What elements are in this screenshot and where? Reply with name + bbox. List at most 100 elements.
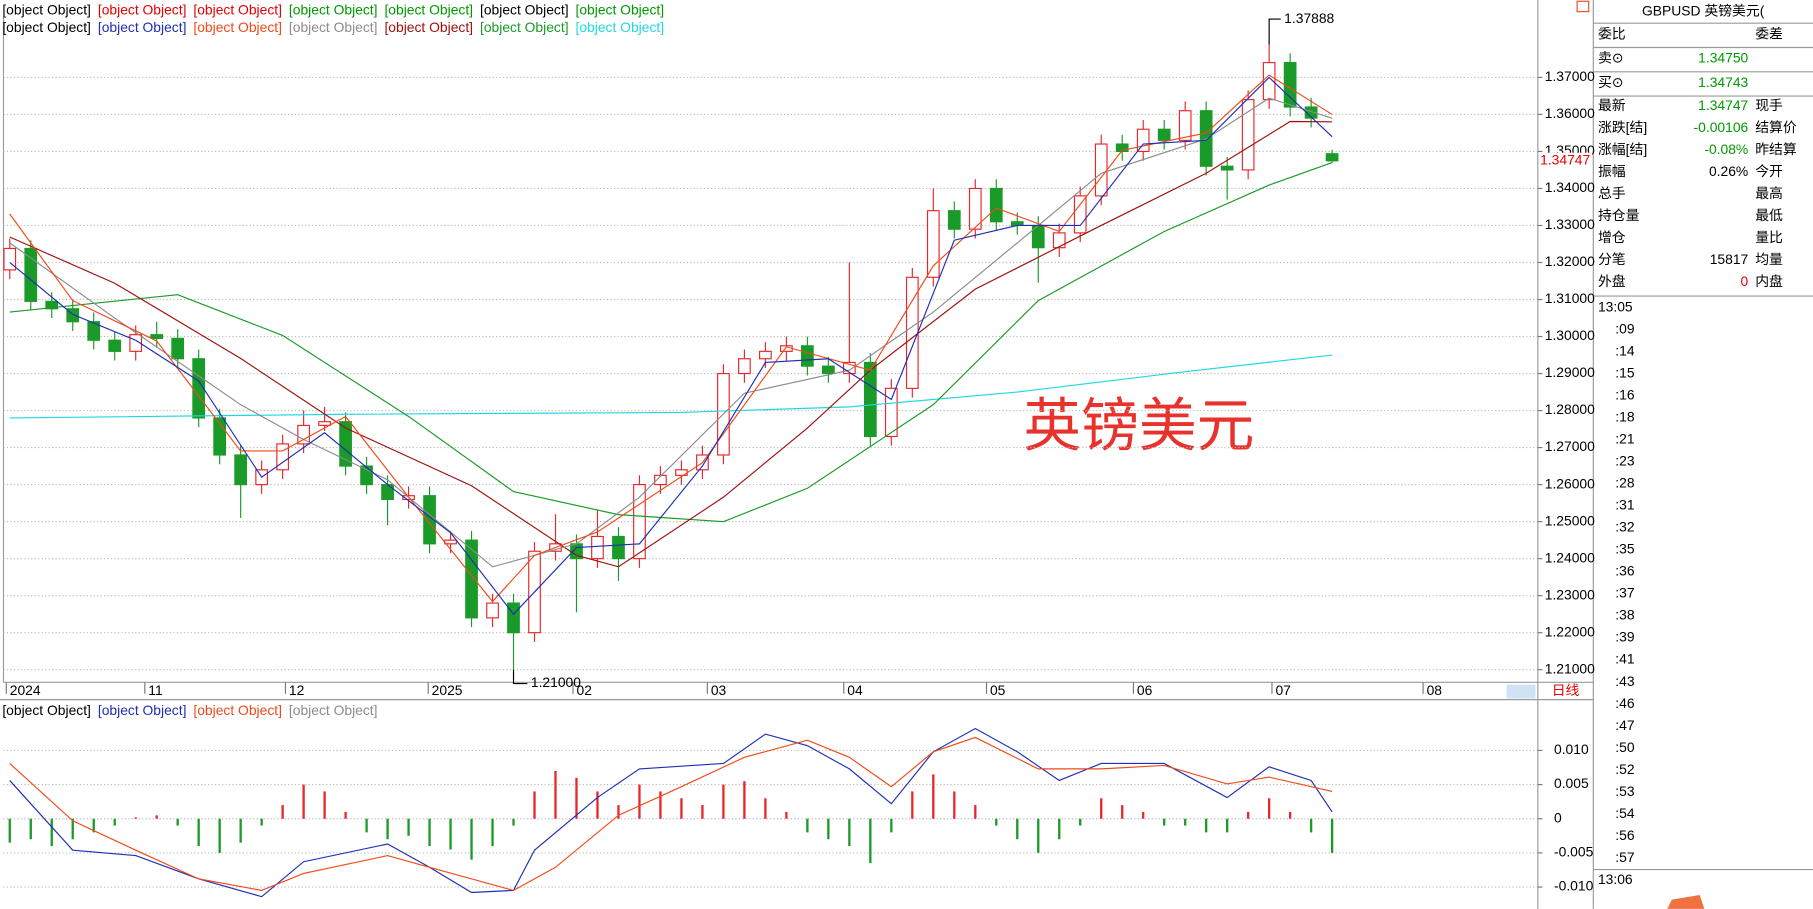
quote-value: 1.34743 (1698, 74, 1748, 90)
candle-body (297, 424, 310, 445)
candle-body (1157, 128, 1171, 141)
row-label: 结算价 (1755, 119, 1797, 135)
candle-body (1304, 106, 1318, 119)
row-label: 最高 (1755, 185, 1783, 201)
candle-body (1052, 232, 1066, 249)
panel-head: 委差 (1755, 25, 1783, 41)
row-label: 现手 (1755, 97, 1783, 113)
info-bar-item: [object Object] (480, 1, 569, 17)
candle-body (486, 602, 499, 619)
candle-body (1178, 110, 1192, 141)
x-tick-label: 04 (847, 682, 863, 698)
y-tick-label: 1.33000 (1545, 216, 1595, 232)
tick-time: :15 (1615, 364, 1635, 380)
indicator-line (9, 736, 1333, 892)
candle-body (339, 421, 352, 467)
info-bar-item: [object Object] (193, 1, 282, 17)
info-bar-item: [object Object] (289, 1, 378, 17)
ma-legend-item: [object Object] (193, 19, 282, 35)
row-label: 均量 (1755, 251, 1783, 267)
candle-body (1325, 153, 1339, 162)
tick-time: :14 (1615, 342, 1635, 358)
indicator-line (9, 354, 1333, 419)
y-tick-label: 1.27000 (1545, 438, 1595, 454)
x-tick-label: 08 (1427, 682, 1443, 698)
info-bar-item: [object Object] (98, 1, 187, 17)
min-pointer (512, 669, 528, 685)
macd-legend-item: [object Object] (193, 702, 282, 718)
indicator-line (9, 120, 1333, 568)
tick-time: :39 (1615, 629, 1635, 645)
x-tick-label: 2024 (10, 682, 41, 698)
ma-legend: [object Object] [object Object] [object Ob… (2, 19, 664, 35)
min-label: 1.21000 (531, 674, 581, 690)
info-bar-item: [object Object] (384, 1, 473, 17)
x-tick-label: 03 (711, 682, 727, 698)
row-label: 总手 (1598, 185, 1626, 201)
candle-body (150, 334, 164, 339)
panel-icon[interactable] (1576, 0, 1590, 13)
candle-body (45, 300, 59, 310)
indicator-line (9, 727, 1333, 898)
info-bar-item: [object Object] (2, 1, 91, 17)
candle-body (171, 337, 185, 360)
candle-body (1094, 143, 1108, 197)
candle-body (276, 443, 289, 471)
x-tick-label: 2025 (432, 682, 463, 698)
y-tick-label: 1.29000 (1545, 364, 1595, 380)
tick-time: :36 (1615, 563, 1635, 579)
y-tick-label: 1.25000 (1545, 512, 1595, 528)
macd-legend: [object Object] [object Object] [object Ob… (2, 702, 377, 718)
ma-legend-item: [object Object] (289, 19, 378, 35)
last-price-bg (1538, 152, 1593, 169)
scroll-block (1506, 684, 1536, 699)
panel-head: 委比 (1598, 25, 1626, 41)
y-tick-label: 1.34000 (1545, 179, 1595, 195)
y-tick-label: 1.31000 (1545, 290, 1595, 306)
row-label: 涨幅[结] (1598, 141, 1647, 157)
tick-time: :28 (1615, 475, 1635, 491)
candle-body (989, 187, 1003, 223)
tick-time: :23 (1615, 452, 1635, 468)
period-label: 日线 (1552, 682, 1580, 698)
row-label: 内盘 (1755, 273, 1783, 289)
candle-body (1136, 128, 1150, 153)
row-value: 1.34747 (1698, 97, 1748, 113)
tick-time: :56 (1615, 827, 1635, 843)
macd-legend-item: [object Object] (98, 702, 187, 718)
candle-body (444, 539, 457, 545)
info-bar: [object Object] [object Object] [object Ob… (2, 1, 664, 17)
y-tick-label: 1.21000 (1545, 660, 1595, 676)
row-label: 最低 (1755, 207, 1783, 223)
tick-time: :32 (1615, 519, 1635, 535)
x-tick-label: 02 (576, 682, 592, 698)
y-tick-label: -0.005 (1554, 844, 1594, 860)
candle-body (863, 361, 877, 438)
candle-body (192, 358, 206, 419)
macd-legend-item: [object Object] (289, 702, 378, 718)
last-price: 1.34747 (1540, 151, 1590, 167)
tick-time: :21 (1615, 430, 1635, 446)
candle-body (801, 345, 814, 367)
indicator-line (9, 162, 1333, 523)
indicator-line (9, 74, 1333, 603)
candle-body (1073, 195, 1087, 234)
tick-time: :47 (1615, 717, 1635, 733)
y-tick-label: 1.37000 (1545, 68, 1595, 84)
candle-body (129, 334, 143, 352)
x-tick-label: 07 (1275, 682, 1291, 698)
candle-body (591, 535, 604, 560)
y-tick-label: 1.26000 (1545, 475, 1595, 491)
candle-body (213, 417, 227, 456)
row-label: 增仓 (1598, 229, 1626, 245)
x-tick-label: 11 (148, 682, 163, 698)
tick-time: :16 (1615, 386, 1635, 402)
tick-time: :38 (1615, 607, 1635, 623)
candle-body (612, 535, 625, 560)
row-label: 持仓量 (1598, 207, 1640, 223)
ma-legend-item: [object Object] (98, 19, 187, 35)
row-label: 涨跌[结] (1598, 119, 1647, 135)
ma-legend-item: [object Object] (2, 19, 91, 35)
corner-icon[interactable] (1667, 895, 1705, 909)
